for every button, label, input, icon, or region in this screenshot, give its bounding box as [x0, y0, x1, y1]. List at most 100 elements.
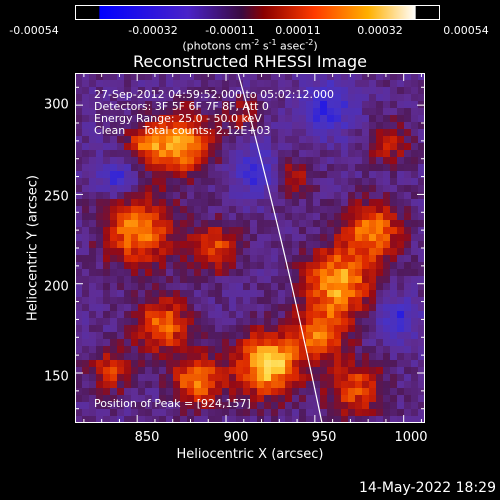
- heatmap-cell: [334, 178, 342, 186]
- heatmap-cell: [138, 262, 146, 270]
- heatmap-cell: [229, 164, 237, 172]
- heatmap-cell: [376, 374, 384, 382]
- heatmap-cell: [236, 290, 244, 298]
- heatmap-cell: [397, 262, 405, 270]
- heatmap-cell: [292, 178, 300, 186]
- heatmap-cell: [418, 255, 425, 263]
- heatmap-cell: [313, 192, 321, 200]
- heatmap-cell: [194, 248, 202, 256]
- heatmap-cell: [208, 164, 216, 172]
- heatmap-cell: [411, 129, 419, 137]
- heatmap-cell: [327, 164, 335, 172]
- heatmap-cell: [250, 150, 258, 158]
- heatmap-cell: [138, 325, 146, 333]
- y-tick-label: 150: [44, 369, 69, 385]
- heatmap-cell: [124, 255, 132, 263]
- heatmap-cell: [299, 388, 307, 396]
- heatmap-cell: [334, 150, 342, 158]
- heatmap-cell: [418, 297, 425, 305]
- heatmap-cell: [82, 367, 90, 375]
- heatmap-cell: [138, 136, 146, 144]
- heatmap-cell: [75, 304, 83, 312]
- heatmap-cell: [348, 241, 356, 249]
- heatmap-cell: [194, 241, 202, 249]
- heatmap-cell: [208, 150, 216, 158]
- heatmap-cell: [152, 192, 160, 200]
- heatmap-cell: [411, 283, 419, 291]
- heatmap-cell: [236, 213, 244, 221]
- heatmap-cell: [194, 395, 202, 403]
- heatmap-cell: [75, 353, 83, 361]
- heatmap-cell: [222, 346, 230, 354]
- heatmap-cell: [313, 269, 321, 277]
- heatmap-cell: [418, 164, 425, 172]
- heatmap-cell: [250, 136, 258, 144]
- heatmap-cell: [299, 192, 307, 200]
- heatmap-cell: [138, 227, 146, 235]
- heatmap-cell: [236, 164, 244, 172]
- heatmap-cell: [250, 143, 258, 151]
- heatmap-cell: [222, 234, 230, 242]
- heatmap-cell: [96, 360, 104, 368]
- heatmap-cell: [159, 283, 167, 291]
- heatmap-cell: [285, 332, 293, 340]
- heatmap-cell: [299, 297, 307, 305]
- heatmap-cell: [229, 136, 237, 144]
- heatmap-cell: [334, 381, 342, 389]
- heatmap-cell: [110, 178, 118, 186]
- heatmap-cell: [124, 143, 132, 151]
- heatmap-cell: [362, 206, 370, 214]
- heatmap-cell: [208, 136, 216, 144]
- heatmap-cell: [75, 402, 83, 410]
- heatmap-cell: [110, 227, 118, 235]
- heatmap-cell: [292, 234, 300, 242]
- heatmap-cell: [89, 367, 97, 375]
- heatmap-cell: [166, 381, 174, 389]
- heatmap-cell: [180, 346, 188, 354]
- heatmap-cell: [187, 199, 195, 207]
- heatmap-cell: [292, 122, 300, 130]
- heatmap-cell: [313, 234, 321, 242]
- heatmap-cell: [215, 227, 223, 235]
- heatmap-cell: [82, 325, 90, 333]
- heatmap-cell: [236, 150, 244, 158]
- heatmap-cell: [383, 381, 391, 389]
- heatmap-cell: [390, 122, 398, 130]
- heatmap-cell: [278, 234, 286, 242]
- heatmap-cell: [334, 94, 342, 102]
- heatmap-cell: [250, 185, 258, 193]
- heatmap-cell: [89, 248, 97, 256]
- heatmap-cell: [152, 150, 160, 158]
- heatmap-cell: [208, 381, 216, 389]
- heatmap-cell: [250, 409, 258, 417]
- heatmap-cell: [313, 122, 321, 130]
- heatmap-cell: [362, 395, 370, 403]
- heatmap-cell: [348, 409, 356, 417]
- heatmap-cell: [250, 73, 258, 81]
- heatmap-cell: [103, 234, 111, 242]
- heatmap-cell: [110, 339, 118, 347]
- heatmap-cell: [194, 402, 202, 410]
- heatmap-cell: [96, 276, 104, 284]
- heatmap-cell: [250, 87, 258, 95]
- heatmap-cell: [110, 255, 118, 263]
- heatmap-cell: [327, 150, 335, 158]
- heatmap-cell: [383, 395, 391, 403]
- heatmap-cell: [145, 192, 153, 200]
- heatmap-cell: [418, 283, 425, 291]
- heatmap-cell: [320, 185, 328, 193]
- heatmap-cell: [306, 325, 314, 333]
- heatmap-cell: [397, 374, 405, 382]
- heatmap-cell: [299, 381, 307, 389]
- heatmap-cell: [82, 122, 90, 130]
- heatmap-cell: [89, 318, 97, 326]
- heatmap-cell: [348, 185, 356, 193]
- heatmap-cell: [229, 129, 237, 137]
- heatmap-cell: [341, 157, 349, 165]
- heatmap-cell: [320, 94, 328, 102]
- heatmap-cell: [187, 304, 195, 312]
- heatmap-cell: [180, 241, 188, 249]
- heatmap-cell: [138, 220, 146, 228]
- heatmap-cell: [236, 388, 244, 396]
- heatmap-cell: [145, 339, 153, 347]
